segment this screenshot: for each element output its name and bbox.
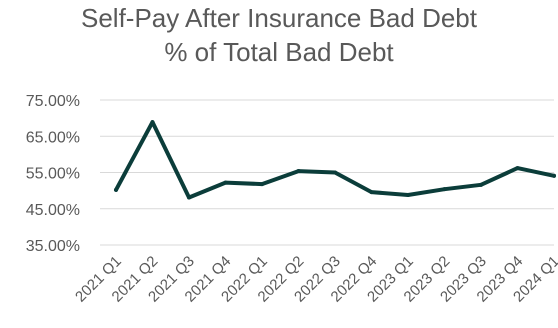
data-point (479, 182, 483, 187)
data-point (114, 187, 118, 192)
data-point (369, 190, 374, 195)
y-tick-label: 45.00% (26, 202, 80, 219)
data-point (333, 170, 337, 175)
y-axis-ticks: 75.00% 65.00% 55.00% 45.00% 35.00% (26, 93, 80, 255)
data-point (150, 120, 155, 125)
series-layer (114, 120, 556, 200)
data-point (515, 166, 520, 171)
data-point (296, 169, 301, 174)
series-line (114, 120, 556, 200)
y-tick-label: 55.00% (26, 166, 80, 183)
y-tick-label: 65.00% (26, 129, 80, 146)
chart-title-line-1: Self-Pay After Insurance Bad Debt (81, 3, 477, 33)
data-point (223, 180, 228, 185)
chart-title-line-2: % of Total Bad Debt (164, 37, 394, 67)
data-point (442, 187, 447, 192)
y-tick-label: 35.00% (26, 238, 80, 255)
y-tick-label: 75.00% (26, 93, 80, 110)
data-point (406, 192, 410, 197)
data-point (187, 195, 191, 200)
data-point (552, 173, 556, 178)
data-point (260, 182, 264, 187)
